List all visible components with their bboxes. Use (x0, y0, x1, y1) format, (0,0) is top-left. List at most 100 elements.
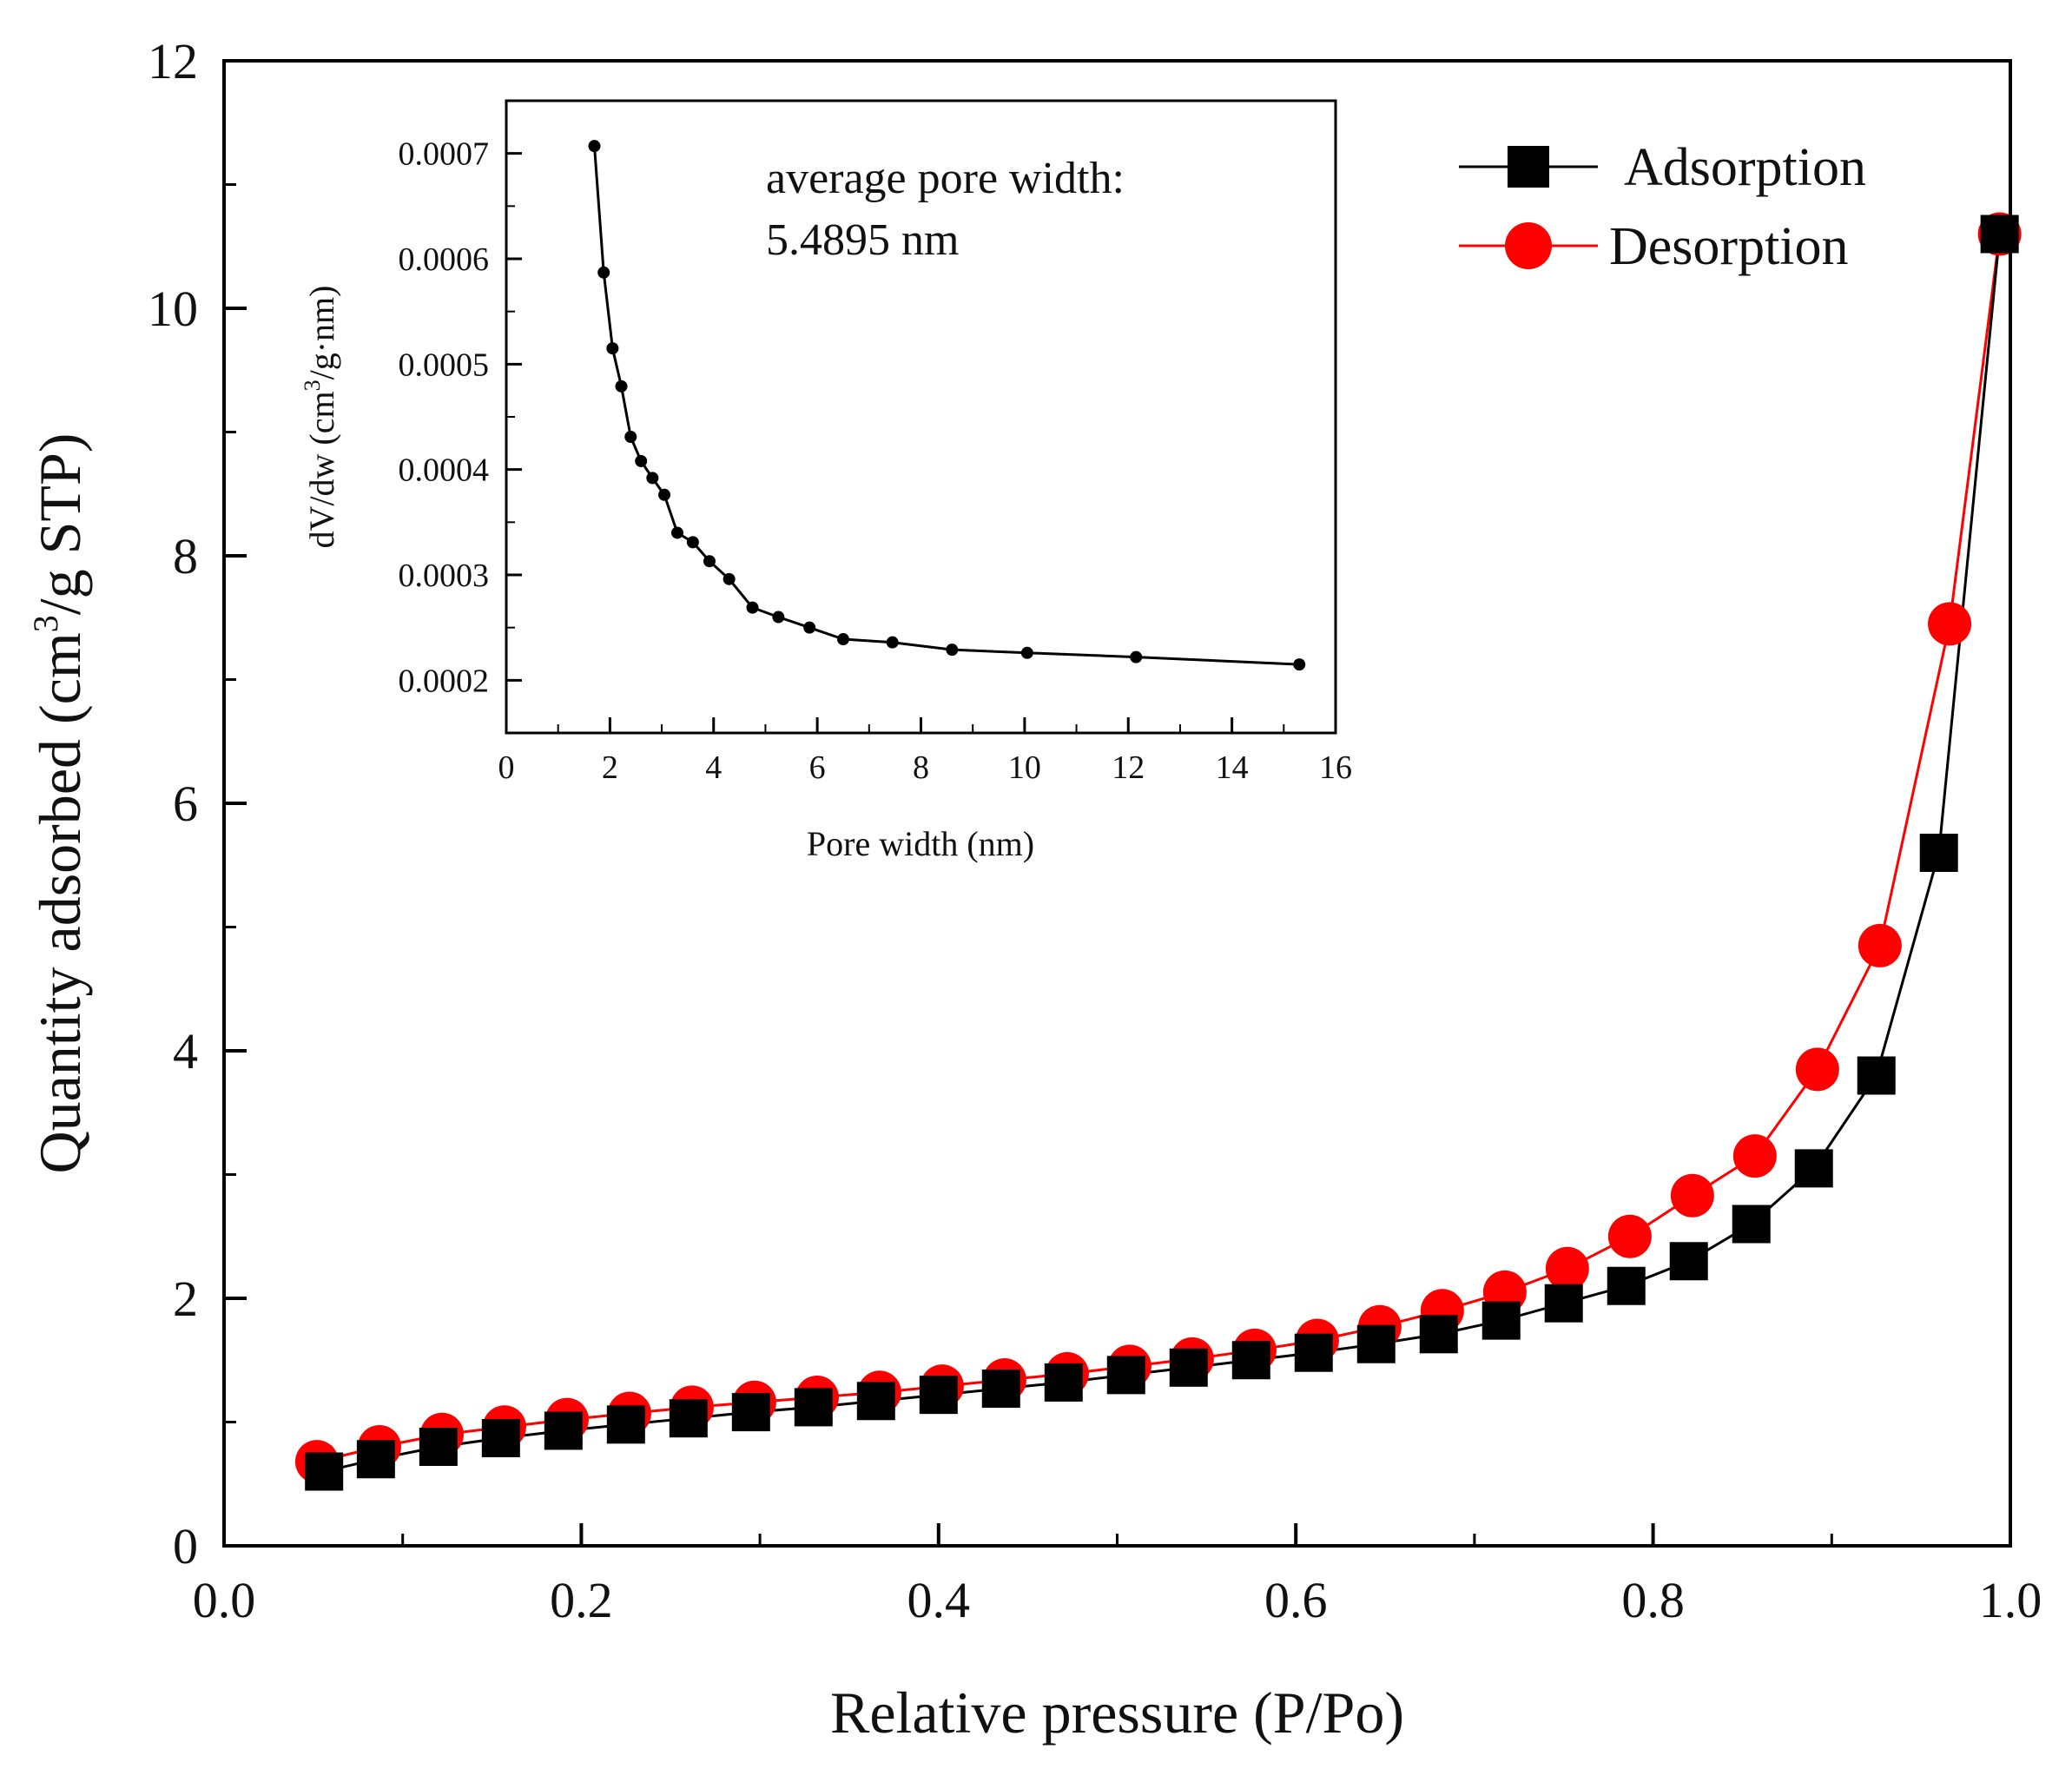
main-y-tick-label: 6 (173, 776, 198, 832)
adsorption-point (1732, 1205, 1771, 1244)
inset-data-point (703, 555, 716, 568)
inset-data-point (1130, 650, 1143, 663)
main-series-group (294, 212, 2022, 1491)
adsorption-point (606, 1405, 645, 1444)
main-y-axis: 0 2 4 6 8 10 12 (148, 33, 247, 1574)
legend: Adsorption Desorption (1459, 138, 1866, 276)
desorption-point (1928, 602, 1972, 646)
inset-data-point (635, 454, 648, 467)
desorption-point (1670, 1173, 1714, 1218)
adsorption-point (356, 1440, 395, 1479)
adsorption-point (1294, 1333, 1333, 1372)
main-x-tick-label: 1.0 (1979, 1572, 2042, 1628)
main-x-tick-label: 0.2 (550, 1572, 613, 1628)
inset-data-point (1293, 658, 1306, 671)
adsorption-point (1919, 834, 1958, 872)
inset-x-axis-label: Pore width (nm) (807, 824, 1034, 863)
adsorption-point (1980, 215, 2019, 254)
inset-data-point (597, 266, 610, 279)
inset-x-tick-label: 12 (1112, 749, 1145, 786)
inset-data-point (746, 601, 759, 614)
inset-data-point (772, 611, 785, 624)
inset-y-tick-label: 0.0007 (399, 136, 490, 173)
adsorption-point (1607, 1266, 1646, 1305)
inset-data-point (836, 633, 849, 646)
inset-data-point (1020, 646, 1033, 659)
desorption-point (1858, 923, 1902, 967)
main-y-tick-label: 8 (173, 528, 198, 584)
series-line-desorption (316, 234, 2002, 1463)
inset-y-tick-label: 0.0002 (399, 663, 490, 699)
inset-x-tick-label: 8 (913, 749, 929, 786)
inset-data-point (803, 621, 816, 634)
inset-data-point (606, 342, 619, 355)
adsorption-point (794, 1388, 833, 1427)
inset-data-point (646, 472, 659, 485)
main-y-tick-label: 0 (173, 1518, 198, 1574)
inset-x-tick-label: 6 (809, 749, 826, 786)
main-y-tick-label: 12 (148, 33, 198, 89)
inset-x-tick-label: 2 (602, 749, 618, 786)
inset-x-tick-label: 4 (705, 749, 722, 786)
inset-y-axis-label: dV/dw (cm3/g·nm) (300, 286, 341, 549)
main-x-axis: 0.0 0.2 0.4 0.6 0.8 1.0 (193, 1523, 2042, 1628)
inset-data-point (886, 636, 899, 649)
main-y-tick-label: 2 (173, 1271, 198, 1327)
adsorption-point (419, 1428, 458, 1466)
inset-data-point (658, 488, 671, 501)
desorption-point (1607, 1214, 1652, 1258)
adsorption-point (544, 1411, 583, 1450)
adsorption-point (1044, 1363, 1083, 1402)
adsorption-point (1481, 1301, 1521, 1340)
inset-y-tick-label: 0.0003 (399, 558, 490, 594)
inset-data-point (686, 536, 699, 549)
adsorption-point (1794, 1149, 1833, 1188)
inset-x-tick-label: 16 (1319, 749, 1352, 786)
main-x-axis-label: Relative pressure (P/Po) (830, 1680, 1404, 1746)
inset-x-tick-label: 14 (1216, 749, 1249, 786)
inset-y-tick-label: 0.0004 (399, 452, 490, 489)
inset-y-axis: 0.0002 0.0003 0.0004 0.0005 0.0006 0.0007 (399, 100, 522, 734)
adsorption-point (1419, 1315, 1458, 1354)
inset-x-axis: 0 2 4 6 8 10 12 14 16 (498, 717, 1352, 786)
legend-label-desorption: Desorption (1609, 217, 1849, 276)
inset-annotation-line1: average pore width: (766, 154, 1125, 203)
inset-data-point (615, 380, 628, 393)
adsorption-point (305, 1452, 344, 1491)
adsorption-point (481, 1419, 520, 1458)
desorption-point (1545, 1246, 1589, 1290)
desorption-point (1795, 1047, 1839, 1092)
adsorption-point (1356, 1324, 1396, 1363)
adsorption-point (856, 1382, 895, 1421)
adsorption-point (1544, 1284, 1583, 1323)
adsorption-point (1169, 1348, 1208, 1387)
main-y-axis-label: Quantity adsorbed (cm3/g STP) (26, 433, 93, 1174)
legend-marker-desorption (1505, 222, 1552, 269)
inset-x-tick-label: 10 (1008, 749, 1041, 786)
legend-label-adsorption: Adsorption (1624, 138, 1866, 197)
adsorption-point (919, 1376, 958, 1415)
main-x-tick-label: 0.0 (193, 1572, 256, 1628)
main-y-tick-label: 10 (148, 281, 198, 337)
adsorption-point (1669, 1242, 1708, 1281)
inset-x-tick-label: 0 (498, 749, 515, 786)
inset-data-point (588, 140, 601, 153)
adsorption-point (669, 1399, 708, 1438)
inset-data-point (946, 644, 959, 657)
inset-data-point (723, 572, 736, 585)
main-x-tick-label: 0.4 (907, 1572, 971, 1628)
adsorption-point (1857, 1056, 1896, 1095)
main-x-tick-label: 0.8 (1621, 1572, 1685, 1628)
inset-data-point (670, 526, 683, 539)
inset-annotation-line2: 5.4895 nm (766, 215, 959, 265)
inset-y-tick-label: 0.0005 (399, 347, 490, 383)
series-line-adsorption (323, 234, 2002, 1473)
adsorption-point (1106, 1356, 1145, 1395)
inset-data-point (624, 431, 637, 444)
adsorption-point (1231, 1341, 1270, 1380)
legend-marker-adsorption (1508, 146, 1549, 188)
inset-series-group (588, 140, 1306, 671)
main-x-tick-label: 0.6 (1264, 1572, 1328, 1628)
